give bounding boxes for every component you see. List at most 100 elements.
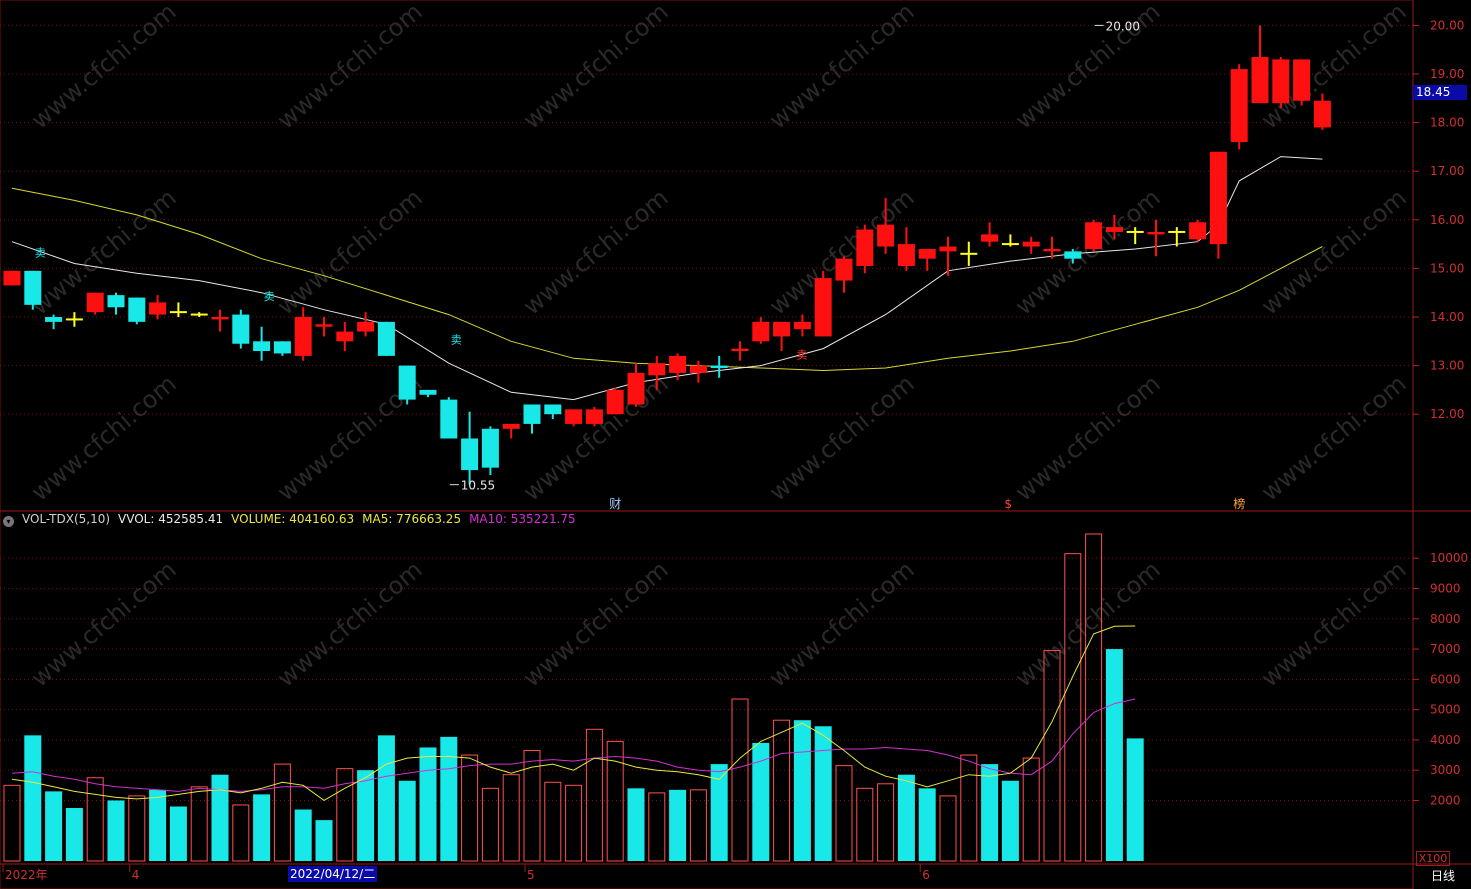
extreme-label: 10.55 xyxy=(461,479,495,493)
volume-bar xyxy=(65,808,83,861)
volume-bar xyxy=(273,763,291,862)
candle-body xyxy=(232,314,250,344)
volume-bar xyxy=(544,781,562,862)
volume-tick-label: 6000 xyxy=(1430,672,1461,686)
volume-bar xyxy=(232,804,250,862)
volume-bar xyxy=(856,787,874,862)
volume-tick-label: 10000 xyxy=(1430,551,1468,565)
volume-bar xyxy=(1085,533,1103,862)
x-tick-label: 5 xyxy=(527,868,535,882)
event-marker: 榜 xyxy=(1233,496,1245,511)
watermark-text: www.cfchi.com xyxy=(518,369,674,506)
watermark-text: www.cfchi.com xyxy=(764,555,920,692)
volume-bar xyxy=(107,800,125,861)
candle-body xyxy=(1064,251,1082,259)
candle-body xyxy=(107,295,125,308)
ma10-value: MA10: 535221.75 xyxy=(469,512,576,526)
candle-body xyxy=(669,355,687,373)
volume-bar xyxy=(689,789,707,862)
volume-bar xyxy=(814,726,832,861)
candle-body xyxy=(856,229,874,266)
y-tick-label: 20.00 xyxy=(1430,18,1464,32)
volume-bar xyxy=(128,795,146,862)
candle-body xyxy=(939,246,957,252)
candle-body xyxy=(606,389,624,415)
sell-marker: 卖 xyxy=(796,348,807,361)
volume-bar xyxy=(897,774,915,861)
volume-bar xyxy=(294,809,312,861)
volume-bar xyxy=(24,735,42,861)
candle-body xyxy=(190,313,208,316)
volume-bar xyxy=(585,728,603,862)
event-marker: 财 xyxy=(609,497,621,511)
y-tick-label: 19.00 xyxy=(1430,67,1464,81)
indicator-name[interactable]: VOL-TDX(5,10) xyxy=(22,512,111,526)
candle-body xyxy=(523,404,541,424)
candle-body xyxy=(128,297,146,322)
sell-marker: 卖 xyxy=(264,290,275,303)
volume-tick-label: 7000 xyxy=(1430,642,1461,656)
volume-ma5-line xyxy=(11,625,1136,801)
volume-bar xyxy=(461,754,479,862)
candle-body xyxy=(336,331,354,342)
candle-body xyxy=(1043,248,1061,252)
volume-bar xyxy=(939,795,957,862)
candle-body xyxy=(793,321,811,330)
volume-bar xyxy=(377,735,395,861)
candle-body xyxy=(544,404,562,415)
candle-body xyxy=(1001,243,1019,246)
candle-body xyxy=(585,409,603,424)
volume-bar xyxy=(918,788,936,861)
candle-body xyxy=(689,365,707,373)
volume-ma10-line xyxy=(11,698,1136,792)
volume-bar xyxy=(877,783,895,862)
volume-bar xyxy=(336,768,354,862)
watermark-text: www.cfchi.com xyxy=(272,183,428,320)
candle-body xyxy=(731,348,749,352)
watermark-text: www.cfchi.com xyxy=(1256,183,1412,320)
volume-bar xyxy=(752,742,770,861)
candle-body xyxy=(377,321,395,356)
volume-bar xyxy=(1022,757,1040,862)
event-marker: $ xyxy=(1004,497,1012,511)
candle-body xyxy=(273,341,291,354)
volume-panel[interactable] xyxy=(3,533,1144,862)
candle-body xyxy=(294,317,312,356)
volume-bar xyxy=(481,787,499,862)
y-tick-label: 16.00 xyxy=(1430,213,1464,227)
watermark-text: www.cfchi.com xyxy=(764,369,920,506)
volume-bar xyxy=(86,777,104,862)
candle-body xyxy=(877,224,895,247)
period-button[interactable]: 日线 xyxy=(1430,869,1455,883)
volume-bar xyxy=(1001,780,1019,861)
candle-body xyxy=(315,324,333,327)
volume-bar xyxy=(731,698,749,862)
candle-body xyxy=(86,292,104,313)
candle-body xyxy=(211,317,229,320)
candle-body xyxy=(1209,151,1227,245)
volume-bar xyxy=(45,791,63,861)
volume-bar xyxy=(1126,738,1144,861)
y-tick-label: 18.00 xyxy=(1430,116,1464,130)
candle-body xyxy=(45,317,63,322)
candle-body xyxy=(149,302,167,315)
volume-bar xyxy=(211,774,229,861)
candle-body xyxy=(1189,222,1207,240)
candle-body xyxy=(65,318,83,321)
watermark-text: www.cfchi.com xyxy=(26,555,182,692)
volume-bar xyxy=(773,719,791,862)
watermark-text: www.cfchi.com xyxy=(518,555,674,692)
candle-body xyxy=(502,423,520,429)
candle-body xyxy=(752,321,770,342)
candle-body xyxy=(565,409,583,424)
candle-body xyxy=(398,365,416,400)
candle-body xyxy=(627,372,645,405)
indicator-menu-icon[interactable]: ▾ xyxy=(3,516,14,527)
candle-body xyxy=(1313,100,1331,128)
watermark-text: www.cfchi.com xyxy=(1010,369,1166,506)
watermark-text: www.cfchi.com xyxy=(1010,555,1166,692)
watermark-text: www.cfchi.com xyxy=(764,0,920,135)
volume-bar xyxy=(3,784,21,862)
